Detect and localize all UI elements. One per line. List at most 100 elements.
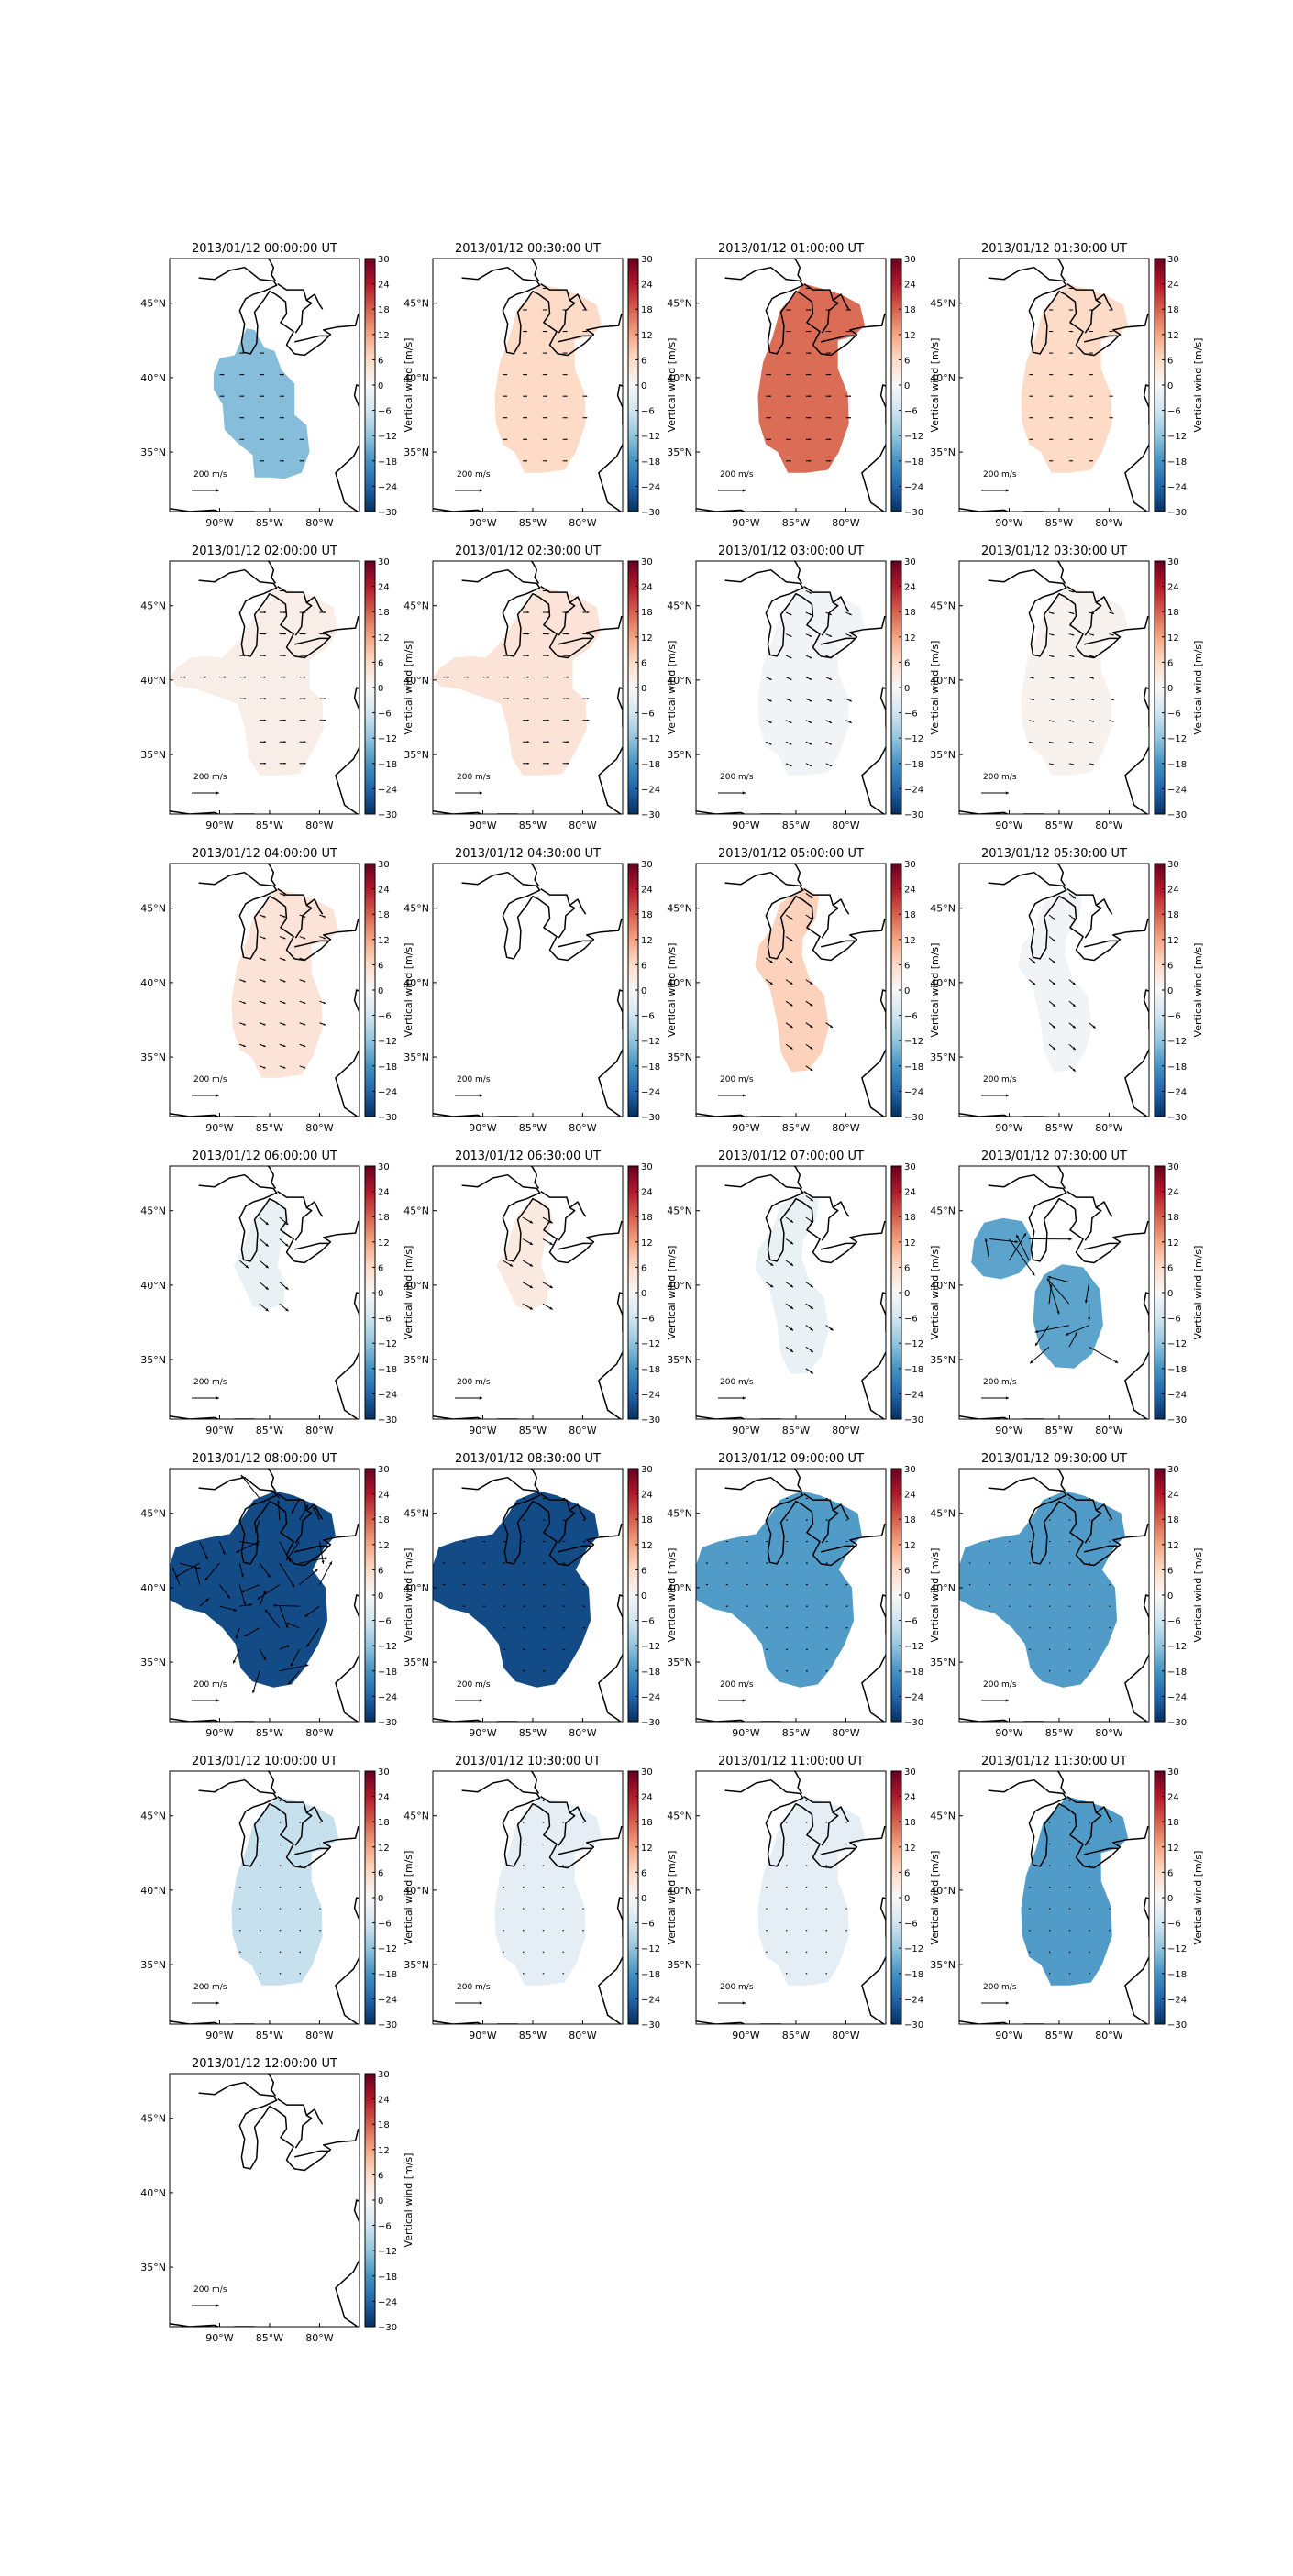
wind-arrow-head xyxy=(564,1670,566,1672)
latitude-tick-label: 40°N xyxy=(930,977,956,989)
wind-arrow-head xyxy=(849,395,852,398)
wind-arrow xyxy=(562,1562,566,1564)
latitude-tick-label: 45°N xyxy=(140,2113,166,2125)
wind-arrow-head xyxy=(1052,1025,1056,1029)
wind-arrow-shaft xyxy=(273,1604,300,1607)
wind-arrow xyxy=(482,676,490,678)
wind-arrow xyxy=(279,979,286,983)
wind-arrow-head xyxy=(790,1284,794,1288)
wind-arrow-head xyxy=(564,1583,566,1586)
wind-arrow xyxy=(1068,1930,1071,1932)
colorbar-tick-label: 24 xyxy=(378,886,390,896)
wind-arrow xyxy=(582,395,588,397)
wind-arrow xyxy=(523,1865,525,1866)
longitude-tick-label: 90°W xyxy=(205,1425,233,1437)
latitude-tick-label: 40°N xyxy=(403,1582,429,1594)
colorbar-tick-label: −30 xyxy=(1167,810,1187,820)
colorbar-tick-label: −30 xyxy=(641,810,660,820)
wind-arrow-head xyxy=(262,460,264,462)
wind-arrow xyxy=(194,1566,201,1585)
wind-arrow-head xyxy=(810,1371,813,1374)
coastline xyxy=(540,887,576,939)
panel-title: 2013/01/12 06:30:00 UT xyxy=(455,1150,601,1163)
coastline xyxy=(569,898,587,915)
coastline xyxy=(1056,864,1066,886)
wind-arrow-head xyxy=(769,677,772,680)
wind-arrow xyxy=(562,1908,565,1910)
wind-arrow xyxy=(1048,741,1055,744)
colorbar-tick-label: 6 xyxy=(904,1263,910,1273)
wind-arrow xyxy=(260,698,267,700)
wind-arrow xyxy=(259,936,266,940)
map-frame xyxy=(958,560,1150,815)
colorbar-tick-label: 12 xyxy=(378,331,390,341)
wind-arrow xyxy=(786,438,791,441)
colorbar-label: Vertical wind [m/s] xyxy=(929,1548,941,1643)
latitude-tick-label: 40°N xyxy=(930,1885,956,1897)
wind-arrow-head xyxy=(222,395,225,397)
wind-arrow-head xyxy=(809,743,812,745)
wind-arrow-shaft xyxy=(279,1664,309,1672)
wind-arrow-head xyxy=(321,1560,325,1564)
wind-arrow xyxy=(279,762,286,765)
colorbar-tick-label: −12 xyxy=(641,432,660,442)
panel-content xyxy=(433,561,623,814)
wind-arrow-head xyxy=(1068,1627,1071,1629)
wind-arrow-head xyxy=(769,982,773,985)
wind-arrow xyxy=(522,1303,534,1310)
wind-arrow-head xyxy=(283,654,286,657)
coastline xyxy=(277,1492,313,1544)
map-frame xyxy=(169,1165,360,1420)
colorbar-tick-label: −30 xyxy=(904,810,923,820)
colorbar-tick-label: 0 xyxy=(904,684,910,694)
coastline xyxy=(1095,1201,1113,1217)
wind-arrow-head xyxy=(505,416,508,419)
coastline xyxy=(1084,637,1119,645)
quiver-key-label: 200 m/s xyxy=(193,773,227,782)
wind-arrow xyxy=(279,1238,289,1248)
colorbar-tick-label: 24 xyxy=(904,1793,916,1803)
wind-arrow xyxy=(785,741,792,745)
wind-arrow xyxy=(766,395,771,398)
wind-arrow-head xyxy=(483,1562,486,1564)
wind-arrow-head xyxy=(1052,1047,1056,1051)
wind-arrow-head xyxy=(769,416,771,419)
wind-arrow-head xyxy=(283,676,286,678)
wind-arrow xyxy=(259,1000,266,1005)
coastline xyxy=(793,1166,803,1189)
wind-arrow xyxy=(766,1540,768,1543)
wind-arrow-head xyxy=(262,438,264,441)
wind-arrow-head xyxy=(726,1605,728,1607)
colorbar-tick-label: 12 xyxy=(378,1238,390,1249)
wind-arrow-head xyxy=(789,764,792,766)
wind-arrow-head xyxy=(1072,590,1075,593)
coastline xyxy=(1066,1492,1102,1544)
wind-arrow-head xyxy=(790,982,793,985)
longitude-tick-label: 90°W xyxy=(205,2332,233,2344)
wind-arrow xyxy=(542,1583,546,1586)
wind-arrow xyxy=(825,1540,828,1543)
wind-arrow-head xyxy=(244,676,247,678)
coastline xyxy=(1066,282,1102,334)
latitude-tick-label: 45°N xyxy=(140,298,166,310)
quiver-key: 200 m/s xyxy=(192,1075,227,1097)
colorbar-tick-label: −12 xyxy=(1167,1642,1187,1652)
wind-arrow xyxy=(1068,979,1077,985)
wind-arrow-head xyxy=(1068,1973,1071,1975)
wind-arrow xyxy=(1089,330,1093,333)
wind-arrow xyxy=(279,611,286,614)
wind-arrow-head xyxy=(235,1635,238,1639)
wind-arrow-head xyxy=(1051,309,1054,311)
wind-arrow xyxy=(1068,1605,1071,1607)
map-frame xyxy=(958,258,1150,512)
wind-arrow-head xyxy=(1052,655,1055,657)
wind-arrow-head xyxy=(1052,982,1056,985)
wind-arrow-head xyxy=(529,1306,533,1310)
wind-arrow-head xyxy=(1049,1951,1051,1953)
colorbar-label: Vertical wind [m/s] xyxy=(1192,641,1204,735)
wind-arrow xyxy=(279,633,286,635)
wind-arrow xyxy=(1068,1865,1071,1866)
wind-arrow-head xyxy=(304,762,306,765)
coastline xyxy=(267,1166,277,1189)
